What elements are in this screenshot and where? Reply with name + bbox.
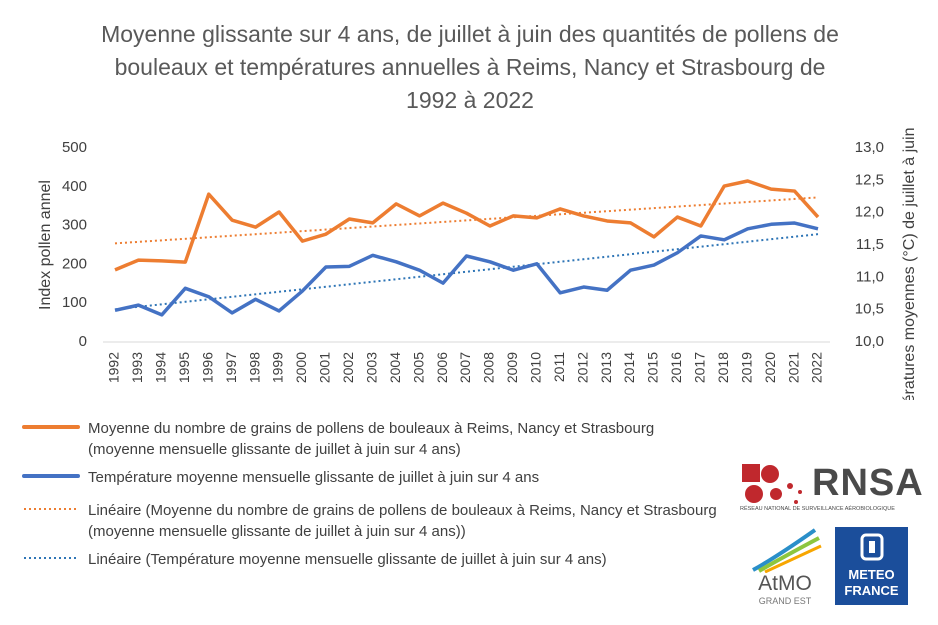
x-tick-label: 2015 [645, 352, 661, 383]
chart-title: Moyenne glissante sur 4 ans, de juillet … [101, 21, 839, 113]
legend-swatch [22, 474, 80, 478]
meteo-text: METEO [848, 567, 895, 582]
chart: Index pollen annel Températures moyennes… [37, 128, 918, 400]
x-tick-label: 2014 [621, 352, 637, 383]
atmo-subtitle: GRAND EST [758, 596, 812, 606]
x-tick-label: 2009 [504, 352, 520, 383]
x-tick-label: 1998 [246, 352, 262, 383]
x-tick-label: 2000 [293, 352, 309, 383]
atmo-text: AtMO [758, 572, 812, 595]
rnsa-subtitle: RÉSEAU NATIONAL DE SURVEILLANCE AÉROBIOL… [740, 506, 895, 512]
x-tick-label: 1995 [176, 352, 192, 383]
y-tick-label: 400 [62, 178, 87, 195]
y-axis-title: Index pollen annel [37, 180, 54, 310]
x-tick-label: 2019 [738, 352, 754, 383]
x-tick-label: 2004 [387, 352, 403, 383]
x-tick-label: 1996 [199, 352, 215, 383]
x-tick-label: 2012 [574, 352, 590, 383]
x-tick-label: 2011 [551, 352, 567, 382]
y2-tick-label: 12,5 [855, 171, 884, 188]
series-line [114, 179, 820, 272]
x-tick-label: 2017 [692, 352, 708, 383]
x-tick-label: 2001 [317, 352, 333, 383]
series-line [114, 221, 819, 317]
legend-item: Linéaire (Température moyenne mensuelle … [22, 549, 722, 570]
x-tick-label: 1993 [129, 352, 145, 383]
legend-item: Température moyenne mensuelle glissante … [22, 467, 722, 488]
y2-tick-label: 10,5 [855, 301, 884, 318]
x-tick-label: 2006 [434, 352, 450, 383]
x-tick-label: 2005 [410, 352, 426, 383]
x-tick-label: 2021 [785, 352, 801, 383]
france-text: FRANCE [844, 583, 899, 598]
x-tick-label: 2020 [762, 352, 778, 383]
y-tick-label: 100 [62, 294, 87, 311]
y-tick-label: 200 [62, 255, 87, 272]
y2-tick-label: 13,0 [855, 139, 884, 156]
legend-swatch [24, 508, 78, 510]
legend-label: Linéaire (Moyenne du nombre de grains de… [88, 502, 717, 540]
y-tick-label: 0 [79, 333, 87, 350]
x-tick-label: 2002 [340, 352, 356, 383]
legend-label: Température moyenne mensuelle glissante … [88, 469, 540, 486]
meteo-icon [860, 533, 884, 561]
x-tick-label: 1994 [153, 352, 169, 383]
legend: Moyenne du nombre de grains de pollens d… [22, 418, 722, 577]
rnsa-logo: RNSA RÉSEAU NATIONAL DE SURVEILLANCE AÉR… [740, 460, 923, 516]
y2-tick-label: 12,0 [855, 204, 884, 221]
x-tick-label: 2022 [809, 352, 825, 383]
y2-axis-title: Températures moyennes (°C) de juillet à … [901, 128, 918, 400]
y-tick-label: 300 [62, 217, 87, 234]
x-tick-label: 2010 [528, 352, 544, 383]
atmo-icon [752, 528, 822, 573]
trend-line [114, 233, 819, 311]
y2-tick-label: 11,5 [856, 236, 884, 253]
x-tick-label: 2007 [457, 352, 473, 383]
legend-item: Moyenne du nombre de grains de pollens d… [22, 418, 722, 460]
legend-label: Moyenne du nombre de grains de pollens d… [88, 420, 655, 458]
legend-swatch [22, 425, 80, 429]
rnsa-text: RNSA [812, 462, 924, 504]
y-tick-label: 500 [62, 139, 87, 156]
meteo-france-logo: METEO FRANCE [835, 527, 908, 605]
legend-label: Linéaire (Température moyenne mensuelle … [88, 551, 607, 568]
x-tick-label: 2013 [598, 352, 614, 383]
x-tick-label: 1999 [270, 352, 286, 383]
x-tick-label: 2008 [481, 352, 497, 383]
x-tick-label: 1992 [106, 352, 122, 383]
y2-tick-label: 10,0 [855, 333, 884, 350]
legend-swatch [24, 557, 78, 559]
x-tick-label: 1997 [223, 352, 239, 383]
rnsa-icon [742, 464, 802, 504]
x-tick-label: 2016 [668, 352, 684, 383]
x-tick-label: 2003 [363, 352, 379, 383]
legend-item: Linéaire (Moyenne du nombre de grains de… [22, 500, 722, 542]
atmo-logo: AtMO GRAND EST [745, 528, 825, 613]
x-tick-label: 2018 [715, 352, 731, 383]
y2-tick-label: 11,0 [856, 268, 884, 285]
